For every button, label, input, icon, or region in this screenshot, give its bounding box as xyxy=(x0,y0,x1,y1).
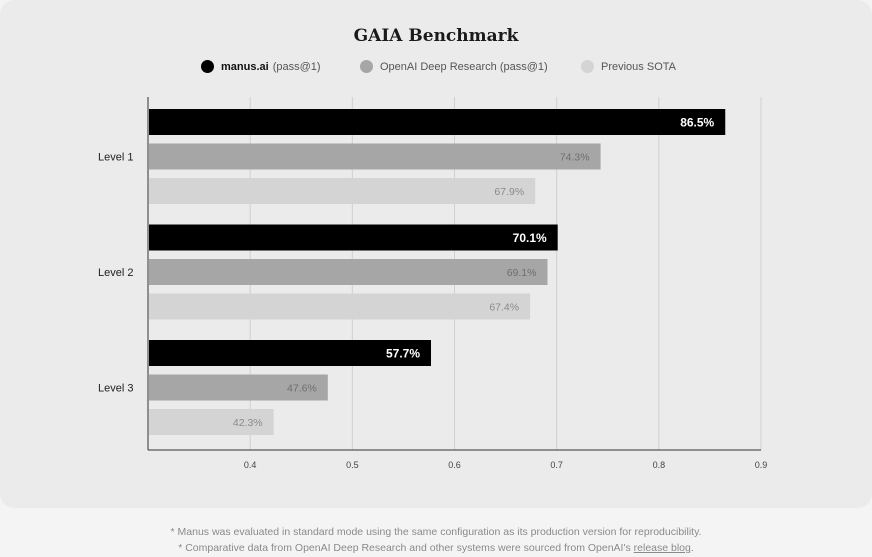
footnote-2-text: * Comparative data from OpenAI Deep Rese… xyxy=(178,542,634,554)
x-tick-label-4: 0.8 xyxy=(653,460,666,470)
bar-s1-c1 xyxy=(149,259,548,285)
chart-legend: manus.ai (pass@1) OpenAI Deep Research (… xyxy=(0,60,872,78)
release-blog-link[interactable]: release blog xyxy=(633,542,691,554)
category-label-1: Level 2 xyxy=(98,267,133,279)
footnote-1: * Manus was evaluated in standard mode u… xyxy=(170,526,702,538)
bar-label-s1-c0: 74.3% xyxy=(560,152,590,164)
bar-label-s2-c0: 67.9% xyxy=(494,186,524,198)
bar-label-s2-c2: 42.3% xyxy=(233,417,263,429)
legend-label-previous-sota: Previous SOTA xyxy=(601,60,676,73)
legend-label-manus-suffix: (pass@1) xyxy=(272,60,321,73)
x-tick-label-5: 0.9 xyxy=(755,460,768,470)
legend-item-manus: manus.ai (pass@1) xyxy=(201,60,321,73)
bar-label-s2-c1: 67.4% xyxy=(489,302,519,314)
category-label-2: Level 3 xyxy=(98,383,133,395)
legend-label-manus: manus.ai xyxy=(221,60,269,73)
bar-s0-c0 xyxy=(149,109,726,135)
bar-s2-c0 xyxy=(149,178,536,204)
bar-s2-c1 xyxy=(149,293,531,320)
chart-title: GAIA Benchmark xyxy=(353,26,519,46)
bar-label-s1-c1: 69.1% xyxy=(507,267,537,279)
bar-s1-c0 xyxy=(149,143,601,170)
legend-item-previous-sota: Previous SOTA xyxy=(581,60,676,73)
x-tick-label-0: 0.4 xyxy=(244,460,257,470)
x-tick-label-3: 0.7 xyxy=(550,460,563,470)
x-tick-label-1: 0.5 xyxy=(346,460,359,470)
legend-swatch-manus xyxy=(201,60,214,73)
legend-label-openai: OpenAI Deep Research (pass@1) xyxy=(380,60,548,73)
footnotes: * Manus was evaluated in standard mode u… xyxy=(0,524,872,556)
bar-s1-c2 xyxy=(149,374,328,401)
bar-s2-c2 xyxy=(149,409,274,435)
bar-label-s1-c2: 47.6% xyxy=(287,383,317,395)
footnote-2-suffix: . xyxy=(690,542,694,554)
category-label-0: Level 1 xyxy=(98,152,133,164)
x-tick-label-2: 0.6 xyxy=(448,460,461,470)
bar-label-s0-c0: 86.5% xyxy=(680,116,714,130)
legend-item-openai: OpenAI Deep Research (pass@1) xyxy=(360,60,548,73)
legend-swatch-openai xyxy=(360,60,373,73)
bar-label-s0-c1: 70.1% xyxy=(513,231,547,245)
legend-swatch-previous-sota xyxy=(581,60,594,73)
bar-s0-c2 xyxy=(149,340,432,366)
footnote-2: * Comparative data from OpenAI Deep Rese… xyxy=(0,540,872,556)
bar-label-s0-c2: 57.7% xyxy=(386,347,420,361)
chart-card: GAIA Benchmark manus.ai (pass@1) OpenAI … xyxy=(0,26,872,78)
bar-s0-c1 xyxy=(149,224,558,251)
bar-chart: 0.4 0.5 0.6 0.7 0.8 0.9 Level 1 86.5% 74.3% 67.9%… xyxy=(98,97,768,470)
